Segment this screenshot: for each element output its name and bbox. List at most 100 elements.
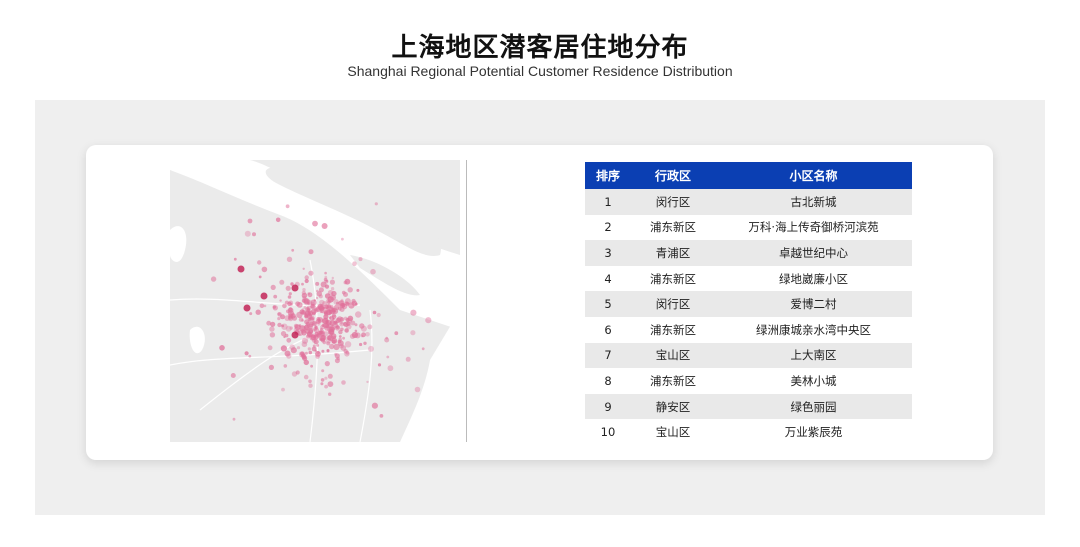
customer-dot (266, 320, 272, 326)
customer-dot (341, 380, 346, 385)
customer-dot (277, 317, 281, 321)
customer-dot (316, 351, 320, 354)
customer-dot (350, 320, 356, 326)
customer-dot (307, 347, 311, 351)
customer-dot (405, 356, 411, 362)
customer-dot (324, 284, 330, 289)
customer-dot (394, 331, 399, 336)
customer-dot (336, 301, 339, 305)
customer-dot (302, 267, 305, 270)
customer-dot (304, 351, 308, 355)
customer-dot (308, 350, 313, 355)
table-header-row: 排序 行政区 小区名称 (585, 162, 912, 189)
community-cell: 绿色丽园 (715, 393, 912, 420)
customer-dot (315, 351, 321, 357)
customer-dot (308, 310, 311, 314)
customer-dot (332, 320, 337, 325)
customer-dot (277, 312, 283, 317)
district-cell: 浦东新区 (650, 271, 696, 286)
customer-dot (320, 307, 328, 314)
customer-dot (325, 320, 329, 324)
customer-dot (320, 334, 327, 341)
customer-dot (307, 300, 312, 305)
customer-dot (308, 379, 312, 384)
customer-dot (340, 327, 344, 332)
customer-dot (296, 302, 303, 308)
customer-dot (267, 345, 273, 351)
column-header-rank: 排序 (585, 162, 631, 189)
rank-cell: 8 (604, 373, 612, 388)
customer-dot (313, 339, 319, 345)
customer-dot (313, 299, 316, 302)
customer-dot (324, 310, 329, 315)
district-cell: 宝山区 (631, 342, 715, 369)
customer-dot (425, 317, 432, 324)
customer-dot (386, 355, 390, 359)
customer-dot (289, 344, 295, 350)
district-cell: 浦东新区 (650, 220, 696, 235)
customer-dot (344, 341, 352, 348)
rank-cell: 9 (585, 393, 631, 420)
customer-dot (334, 352, 337, 356)
customer-dot (326, 305, 333, 312)
customer-dot (306, 305, 312, 311)
customer-dot (277, 312, 281, 316)
customer-dot (299, 351, 306, 358)
customer-dot (314, 325, 317, 328)
community-cell: 美林小城 (790, 373, 837, 388)
customer-dot (316, 289, 319, 293)
customer-dot (301, 282, 304, 286)
customer-dot (331, 290, 337, 297)
hotspot-dot (237, 265, 245, 273)
customer-dot (282, 303, 287, 309)
customer-dot (354, 323, 358, 327)
customer-dot (332, 308, 339, 315)
customer-dot (291, 371, 298, 377)
customer-dot (333, 335, 337, 339)
customer-dot (307, 292, 310, 295)
customer-dot (301, 341, 308, 348)
table-row: 3 青浦区 卓越世纪中心 (585, 240, 912, 266)
customer-dot (328, 329, 335, 335)
hotspot-dot (260, 292, 268, 300)
customer-dot (248, 354, 252, 358)
customer-dot (355, 311, 362, 318)
customer-dot (303, 324, 311, 331)
customer-dot (284, 350, 291, 357)
customer-dot (319, 310, 323, 314)
customer-dot (311, 316, 315, 321)
customer-dot (341, 237, 344, 241)
district-cell: 闵行区 (631, 291, 715, 317)
customer-dot (293, 323, 299, 328)
customer-dot (347, 287, 353, 293)
community-cell: 绿地崴廉小区 (779, 271, 848, 286)
customer-dot (280, 331, 287, 337)
customer-dot (296, 346, 301, 350)
rank-cell: 1 (585, 189, 631, 215)
customer-dot (284, 315, 291, 321)
top-communities-table: 排序 行政区 小区名称 1 闵行区 古北新城 2 浦东新区 万科·海上传奇御桥河滨苑 3 青浦… (585, 162, 912, 445)
customer-dot (301, 290, 306, 295)
customer-dot (384, 337, 390, 343)
customer-dot (333, 343, 340, 351)
customer-dot (327, 381, 334, 387)
customer-dot (301, 354, 307, 360)
rank-cell: 7 (585, 342, 631, 369)
customer-dot (370, 268, 376, 275)
customer-dot (309, 316, 314, 321)
customer-dot (287, 310, 295, 317)
customer-dot (279, 299, 282, 302)
customer-dot (361, 332, 366, 338)
customer-dot (329, 279, 335, 285)
customer-dot (347, 315, 354, 322)
hotspot-dot (291, 331, 299, 339)
district-cell: 闵行区 (631, 189, 715, 215)
customer-dot (304, 328, 310, 334)
shanghai-heat-map (170, 160, 460, 442)
customer-dot (318, 305, 322, 310)
customer-dot (298, 333, 301, 336)
customer-dot (281, 324, 285, 328)
customer-dot (340, 321, 343, 325)
customer-dot (341, 290, 346, 295)
customer-dot (302, 288, 306, 292)
